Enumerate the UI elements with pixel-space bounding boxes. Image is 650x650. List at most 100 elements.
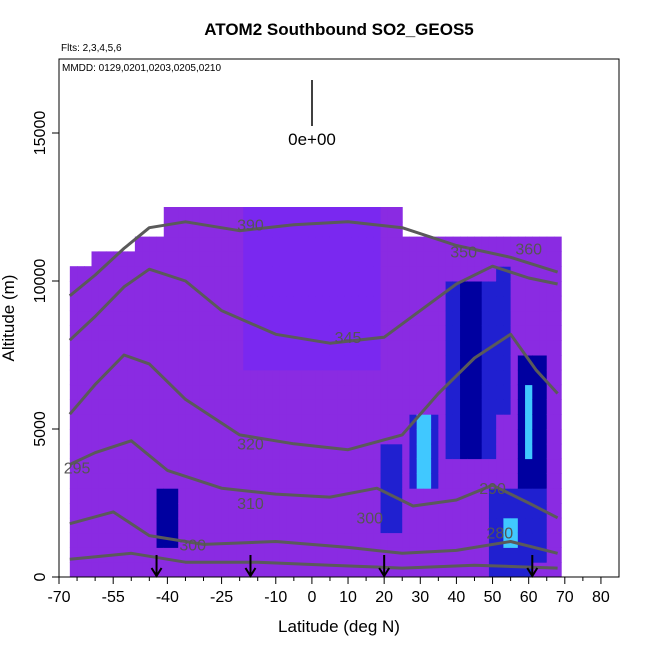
heatmap-cell — [438, 443, 447, 460]
heatmap-cell — [503, 532, 512, 548]
heatmap-cell — [156, 488, 165, 504]
heatmap-cell — [308, 517, 317, 534]
heatmap-cell — [236, 414, 244, 430]
heatmap-cell — [358, 281, 367, 297]
heatmap-cell — [279, 384, 288, 400]
heatmap-cell — [192, 251, 201, 267]
heatmap-cell — [546, 295, 555, 312]
heatmap-cell — [91, 503, 100, 519]
heatmap-cell — [272, 443, 280, 460]
heatmap-cell — [113, 517, 121, 534]
x-tick-label: 40 — [448, 589, 466, 606]
heatmap-cell — [373, 310, 382, 326]
heatmap-cell — [517, 458, 526, 474]
heatmap-cell — [142, 384, 150, 400]
heatmap-cell — [460, 414, 468, 430]
heatmap-cell — [113, 281, 121, 297]
heatmap-cell — [69, 295, 78, 312]
heatmap-cell — [286, 251, 295, 267]
heatmap-cell — [423, 429, 432, 445]
heatmap-cell — [134, 355, 143, 371]
heatmap-cell — [395, 458, 403, 474]
heatmap-cell — [546, 443, 555, 460]
heatmap-cell — [279, 295, 288, 312]
heatmap-cell — [431, 340, 439, 356]
heatmap-cell — [264, 488, 273, 504]
heatmap-cell — [142, 562, 150, 577]
heatmap-cell — [344, 399, 353, 415]
heatmap-cell — [272, 369, 280, 386]
heatmap-cell — [431, 310, 439, 326]
heatmap-cell — [308, 281, 317, 297]
heatmap-cell — [264, 429, 273, 445]
heatmap-cell — [199, 340, 208, 356]
heatmap-cell — [127, 414, 136, 430]
heatmap-cell — [445, 488, 454, 504]
heatmap-cell — [243, 207, 251, 223]
heatmap-cell — [445, 325, 454, 341]
heatmap-cell — [163, 221, 172, 238]
heatmap-cell — [156, 281, 165, 297]
heatmap-cell — [279, 458, 288, 474]
heatmap-cell — [84, 547, 93, 563]
heatmap-cell — [142, 399, 150, 415]
heatmap-cell — [387, 458, 396, 474]
heatmap-cell — [474, 488, 483, 504]
heatmap-cell — [481, 503, 490, 519]
heatmap-cell — [91, 532, 100, 548]
heatmap-cell — [532, 340, 541, 356]
heatmap-cell — [532, 295, 541, 312]
heatmap-cell — [171, 207, 179, 223]
heatmap-cell — [113, 532, 121, 548]
heatmap-cell — [301, 443, 309, 460]
heatmap-cell — [127, 473, 136, 489]
heatmap-cell — [293, 517, 302, 534]
heatmap-cell — [539, 325, 548, 341]
heatmap-cell — [221, 517, 230, 534]
heatmap-cell — [134, 443, 143, 460]
heatmap-cell — [402, 295, 410, 312]
heatmap-cell — [395, 562, 403, 577]
heatmap-cell — [474, 295, 483, 312]
heatmap-cell — [264, 207, 273, 223]
heatmap-cell — [98, 325, 107, 341]
heatmap-cell — [69, 517, 78, 534]
heatmap-cell — [532, 443, 541, 460]
heatmap-cell — [344, 414, 353, 430]
heatmap-cell — [474, 399, 483, 415]
heatmap-cell — [98, 251, 107, 267]
heatmap-cell — [199, 221, 208, 238]
heatmap-cell — [503, 547, 512, 563]
heatmap-cell — [236, 369, 244, 386]
heatmap-cell — [358, 384, 367, 400]
heatmap-cell — [105, 517, 114, 534]
heatmap-cell — [532, 369, 541, 386]
heatmap-cell — [185, 221, 194, 238]
heatmap-cell — [257, 517, 266, 534]
x-axis-label: Latitude (deg N) — [278, 617, 400, 636]
heatmap-cell — [185, 281, 194, 297]
heatmap-cell — [395, 251, 403, 267]
heatmap-cell — [496, 429, 504, 445]
heatmap-cell — [199, 517, 208, 534]
heatmap-cell — [301, 266, 309, 282]
heatmap-cell — [250, 414, 259, 430]
heatmap-cell — [308, 369, 317, 386]
heatmap-cell — [308, 340, 317, 356]
heatmap-cell — [517, 236, 526, 252]
heatmap-cell — [264, 295, 273, 312]
heatmap-cell — [474, 310, 483, 326]
heatmap-cell — [402, 399, 410, 415]
heatmap-cell — [207, 266, 215, 282]
heatmap-cell — [467, 532, 475, 548]
heatmap-cell — [452, 443, 461, 460]
heatmap-cell — [460, 547, 468, 563]
heatmap-cell — [337, 384, 345, 400]
heatmap-cell — [546, 281, 555, 297]
heatmap-cell — [329, 266, 338, 282]
heatmap-cell — [452, 562, 461, 577]
heatmap-cell — [272, 310, 280, 326]
heatmap-cell — [77, 458, 85, 474]
heatmap-cell — [416, 414, 425, 430]
heatmap-cell — [286, 399, 295, 415]
